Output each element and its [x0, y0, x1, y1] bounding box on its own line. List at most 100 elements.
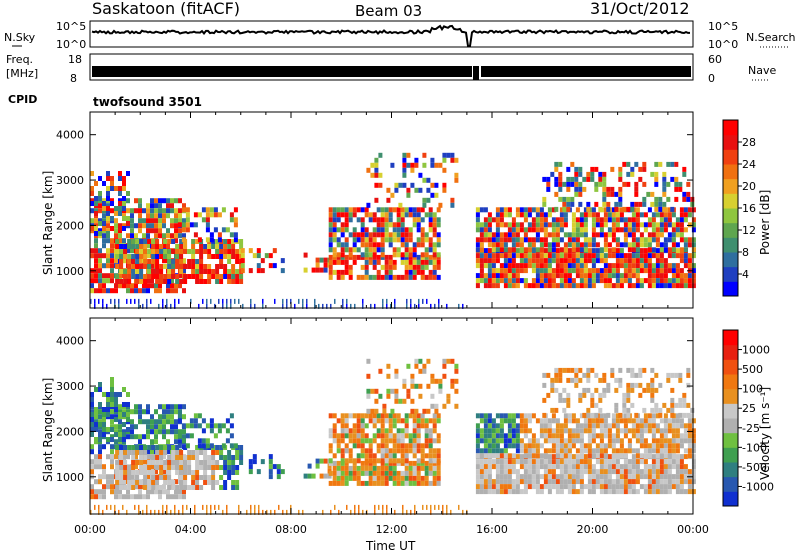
heatmap-cell	[442, 504, 444, 510]
heatmap-cell	[666, 407, 671, 413]
heatmap-cell	[627, 464, 632, 470]
heatmap-cell	[233, 207, 238, 213]
heatmap-cell	[495, 268, 500, 274]
heatmap-cell	[199, 244, 204, 249]
heatmap-cell	[181, 237, 186, 243]
heatmap-cell	[599, 428, 604, 434]
heatmap-cell	[348, 438, 353, 444]
heatmap-cell	[94, 226, 98, 231]
heatmap-cell	[170, 409, 174, 415]
heatmap-cell	[352, 465, 357, 471]
heatmap-cell	[659, 283, 664, 289]
heatmap-cell	[606, 206, 611, 212]
heatmap-cell	[280, 258, 285, 264]
heatmap-cell	[364, 470, 369, 476]
heatmap-cell	[238, 509, 240, 515]
heatmap-cell	[155, 279, 160, 284]
heatmap-cell	[131, 470, 136, 475]
heatmap-cell	[386, 363, 391, 369]
heatmap-cell	[583, 484, 588, 490]
heatmap-cell	[643, 253, 648, 259]
heatmap-cell	[408, 207, 413, 213]
heatmap-cell	[158, 203, 162, 209]
heatmap-cell	[416, 418, 421, 424]
heatmap-cell	[199, 279, 204, 284]
colorbar-tick-label: 20	[742, 180, 756, 193]
heatmap-cell	[388, 259, 393, 265]
heatmap-cell	[420, 227, 425, 233]
heatmap-cell	[583, 263, 588, 269]
heatmap-cell	[90, 397, 94, 402]
heatmap-cell	[626, 161, 631, 167]
heatmap-cell	[199, 249, 204, 254]
heatmap-cell	[615, 423, 620, 429]
heatmap-cell	[683, 273, 688, 279]
heatmap-cell	[535, 469, 540, 475]
y-tick-label: 3000	[56, 174, 84, 187]
heatmap-cell	[618, 196, 623, 202]
heatmap-cell	[376, 254, 381, 260]
heatmap-cell	[114, 454, 118, 460]
heatmap-cell	[396, 448, 401, 454]
heatmap-cell	[594, 402, 599, 408]
heatmap-cell	[130, 208, 134, 214]
heatmap-cell	[94, 181, 98, 186]
heatmap-cell	[659, 438, 664, 444]
heatmap-cell	[627, 479, 632, 485]
heatmap-cell	[227, 279, 232, 284]
heatmap-cell	[138, 298, 140, 304]
heatmap-cell	[368, 217, 373, 223]
heatmap-cell	[207, 244, 212, 249]
heatmap-cell	[487, 448, 492, 454]
heatmap-cell	[372, 465, 377, 471]
heatmap-cell	[618, 412, 623, 418]
heatmap-cell	[189, 418, 194, 424]
heatmap-cell	[682, 191, 687, 197]
heatmap-cell	[332, 480, 337, 486]
heatmap-cell	[623, 479, 628, 485]
heatmap-cell	[223, 480, 228, 485]
heatmap-cell	[675, 227, 680, 233]
heatmap-cell	[523, 423, 528, 429]
heatmap-cell	[626, 397, 631, 403]
heatmap-cell	[658, 201, 663, 207]
heatmap-cell	[110, 226, 114, 231]
heatmap-cell	[543, 448, 548, 454]
heatmap-cell	[562, 201, 567, 207]
heatmap-cell	[372, 254, 377, 260]
heatmap-cell	[400, 237, 405, 243]
heatmap-cell	[143, 475, 148, 480]
heatmap-cell	[219, 249, 224, 254]
heatmap-cell	[356, 418, 361, 424]
heatmap-cell	[424, 433, 429, 439]
heatmap-cell	[102, 263, 106, 269]
heatmap-cell	[154, 223, 158, 229]
heatmap-cell	[595, 273, 600, 279]
heatmap-cell	[495, 258, 500, 264]
heatmap-cell	[559, 268, 564, 274]
heatmap-cell	[606, 191, 611, 197]
heatmap-cell	[174, 504, 176, 510]
heatmap-cell	[663, 413, 668, 419]
heatmap-cell	[670, 372, 675, 378]
heatmap-cell	[523, 217, 528, 223]
heatmap-cell	[627, 232, 632, 238]
heatmap-cell	[404, 465, 409, 471]
heatmap-cell	[90, 449, 94, 455]
heatmap-cell	[671, 438, 676, 444]
heatmap-cell	[519, 479, 524, 485]
heatmap-cell	[248, 248, 253, 254]
heatmap-cell	[603, 222, 608, 228]
heatmap-cell	[376, 274, 381, 280]
heatmap-cell	[491, 443, 496, 449]
heatmap-cell	[623, 222, 628, 228]
heatmap-cell	[523, 479, 528, 485]
heatmap-cell	[410, 303, 412, 309]
heatmap-cell	[507, 459, 512, 465]
heatmap-cell	[507, 273, 512, 279]
heatmap-cell	[328, 207, 333, 213]
heatmap-cell	[119, 279, 124, 284]
heatmap-cell	[619, 248, 624, 254]
heatmap-cell	[215, 254, 220, 259]
heatmap-cell	[547, 459, 552, 465]
